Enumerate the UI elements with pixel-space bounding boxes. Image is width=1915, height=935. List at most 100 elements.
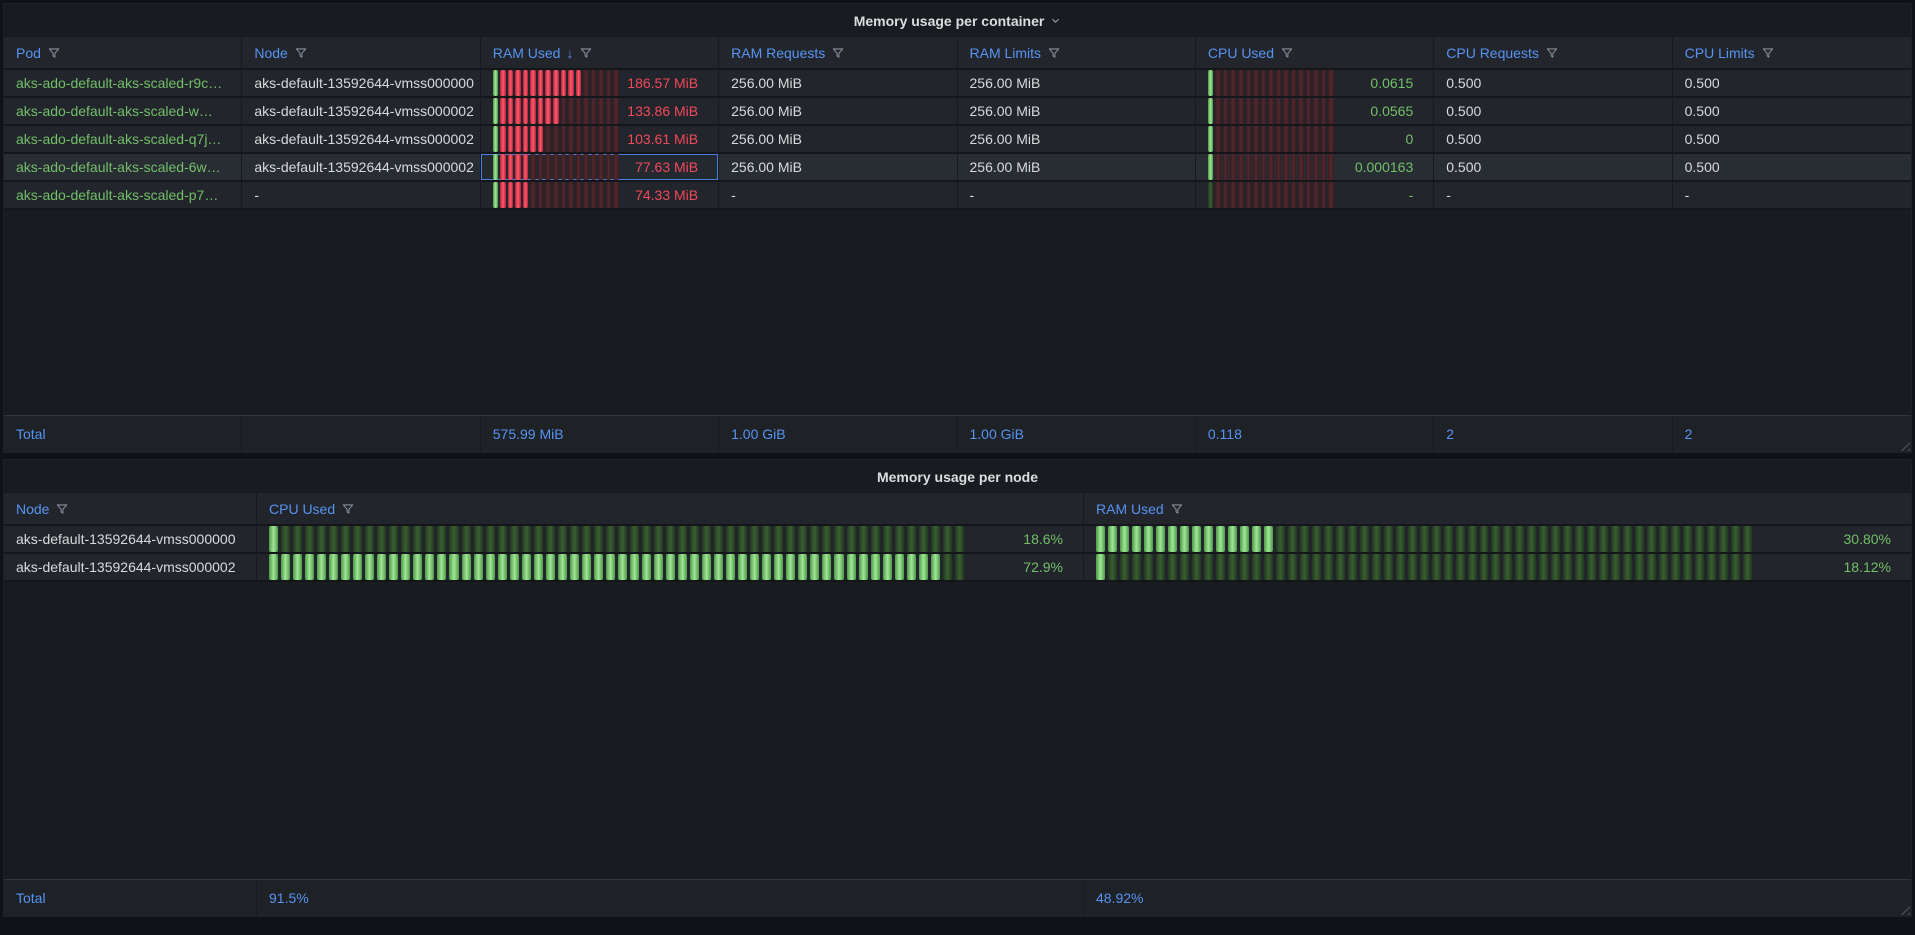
gauge-cell xyxy=(1253,70,1259,96)
ram-used-cell[interactable]: 74.33 MiB xyxy=(481,182,720,208)
gauge-cell xyxy=(1268,182,1274,208)
gauge-cell xyxy=(1215,554,1225,580)
gauge-cell xyxy=(492,182,499,208)
gauge-cell xyxy=(1238,126,1244,152)
gauge-cell xyxy=(537,70,544,96)
ram-used-cell[interactable]: 133.86 MiB xyxy=(481,98,720,124)
column-header-ram-used[interactable]: RAM Used xyxy=(1084,493,1911,524)
gauge-cell xyxy=(774,526,784,552)
filter-icon[interactable] xyxy=(55,502,69,516)
total-label: Total xyxy=(16,890,46,906)
filter-icon[interactable] xyxy=(47,46,61,60)
gauge-cell xyxy=(305,526,315,552)
pod-link[interactable]: aks-ado-default-aks-scaled-r9c… xyxy=(4,70,243,96)
container-table-row: aks-ado-default-aks-scaled-p7… - 74.33 MiB… xyxy=(4,182,1911,210)
gauge-cell xyxy=(858,554,868,580)
gauge-cell xyxy=(389,554,399,580)
column-header-label: CPU Limits xyxy=(1684,44,1755,61)
gauge-cell xyxy=(1260,126,1267,152)
gauge-cell xyxy=(1563,526,1573,552)
pod-link[interactable]: aks-ado-default-aks-scaled-6w… xyxy=(4,154,243,180)
node-cell: aks-default-13592644-vmss000000 xyxy=(242,70,481,96)
filter-icon[interactable] xyxy=(1170,502,1184,516)
ram-requests-cell-text: 256.00 MiB xyxy=(731,103,802,119)
ram-limits-cell-text: - xyxy=(969,187,975,203)
gauge-cell xyxy=(1359,526,1369,552)
panel-resize-handle[interactable] xyxy=(1899,904,1910,915)
gauge-cell xyxy=(930,554,940,580)
ram-used-cell[interactable]: 103.61 MiB xyxy=(481,126,720,152)
column-header-cpu-limits[interactable]: CPU Limits xyxy=(1673,37,1911,68)
ram-used-cell[interactable]: 186.57 MiB xyxy=(481,70,720,96)
column-header-cpu-used[interactable]: CPU Used xyxy=(257,493,1084,524)
gauge-cell xyxy=(575,126,582,152)
filter-icon[interactable] xyxy=(579,46,593,60)
container-total-cell-7: 2 xyxy=(1673,416,1911,452)
gauge-cell xyxy=(1611,526,1621,552)
gauge-cell xyxy=(293,526,303,552)
gauge-cell xyxy=(1203,554,1213,580)
column-header-cpu-used[interactable]: CPU Used xyxy=(1196,37,1435,68)
filter-icon[interactable] xyxy=(831,46,845,60)
gauge-cell xyxy=(1283,126,1289,152)
filter-icon[interactable] xyxy=(1047,46,1061,60)
gauge-cell xyxy=(522,182,529,208)
gauge-cell xyxy=(1298,154,1304,180)
pod-link-text: aks-ado-default-aks-scaled-w… xyxy=(16,103,213,119)
gauge-cell xyxy=(1222,126,1229,152)
column-header-cpu-requests[interactable]: CPU Requests xyxy=(1434,37,1673,68)
gauge-cell xyxy=(537,126,544,152)
gauge-cell xyxy=(678,526,688,552)
filter-icon[interactable] xyxy=(1545,46,1559,60)
node-cell: aks-default-13592644-vmss000002 xyxy=(242,154,481,180)
gauge-cell xyxy=(522,70,529,96)
column-header-ram-used[interactable]: RAM Used ↓ xyxy=(481,37,720,68)
gauge-cell xyxy=(822,554,832,580)
node-cpu-used-cell: 18.6% xyxy=(257,526,1084,552)
column-header-pod[interactable]: Pod xyxy=(4,37,243,68)
gauge-cell xyxy=(750,554,760,580)
filter-icon[interactable] xyxy=(1761,46,1775,60)
column-header-node[interactable]: Node xyxy=(4,493,257,524)
ram-used-cell[interactable]: 77.63 MiB xyxy=(480,154,720,180)
filter-icon[interactable] xyxy=(341,502,355,516)
column-header-node[interactable]: Node xyxy=(242,37,481,68)
column-header-ram-requests[interactable]: RAM Requests xyxy=(719,37,958,68)
column-header-ram-limits[interactable]: RAM Limits xyxy=(958,37,1196,68)
panel1-title[interactable]: Memory usage per container xyxy=(4,4,1911,37)
gauge-cell xyxy=(583,126,589,152)
gauge-cell xyxy=(1347,526,1357,552)
gauge-cell xyxy=(557,526,567,552)
gauge-cell xyxy=(798,526,808,552)
pod-link[interactable]: aks-ado-default-aks-scaled-w… xyxy=(4,98,243,124)
pod-link[interactable]: aks-ado-default-aks-scaled-q7j… xyxy=(4,126,243,152)
gauge-cell xyxy=(1191,526,1201,552)
gauge-cell xyxy=(507,98,514,124)
gauge-cell xyxy=(1671,526,1681,552)
gauge-cell xyxy=(1659,554,1669,580)
column-header-label: RAM Used xyxy=(1096,500,1164,517)
gauge-cell xyxy=(942,554,952,580)
ram-requests-cell: - xyxy=(719,182,958,208)
gauge-cell xyxy=(1227,526,1237,552)
filter-icon[interactable] xyxy=(294,46,308,60)
gauge-cell xyxy=(1467,526,1477,552)
pod-link[interactable]: aks-ado-default-aks-scaled-p7… xyxy=(4,182,243,208)
gauge-cell xyxy=(1283,98,1289,124)
gauge-cell xyxy=(1359,554,1369,580)
node-ram-used-cell: 30.80% xyxy=(1084,526,1911,552)
gauge-cell xyxy=(1419,526,1429,552)
gauge-cell xyxy=(1245,126,1252,152)
gauge-cell xyxy=(515,182,521,208)
gauge-track xyxy=(492,182,619,208)
gauge-cell xyxy=(1207,182,1214,208)
filter-icon[interactable] xyxy=(1280,46,1294,60)
gauge-cell xyxy=(1222,98,1229,124)
gauge-cell xyxy=(461,554,471,580)
sort-desc-icon[interactable]: ↓ xyxy=(566,44,574,61)
gauge-cell xyxy=(590,154,597,180)
panel2-title[interactable]: Memory usage per node xyxy=(4,460,1911,493)
panel-resize-handle[interactable] xyxy=(1899,440,1910,451)
gauge-cell xyxy=(1275,70,1282,96)
gauge-cell xyxy=(1298,182,1304,208)
